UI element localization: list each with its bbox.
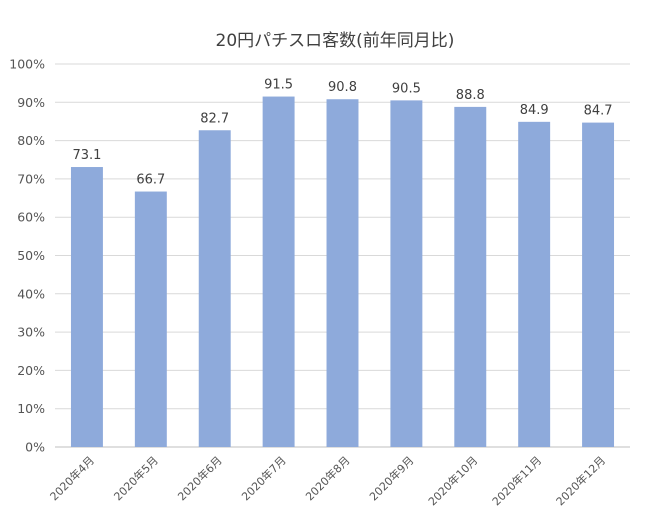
bar bbox=[390, 100, 423, 447]
data-labels: 73.1 66.7 82.7 91.5 90.8 90.5 88.8 84.9 84.7 bbox=[72, 78, 612, 188]
x-tick-label: 2020年9月 bbox=[366, 453, 416, 503]
data-label: 66.7 bbox=[136, 173, 165, 188]
y-tick-label: 10% bbox=[17, 401, 45, 416]
x-tick-label: 2020年7月 bbox=[239, 453, 289, 503]
data-label: 84.9 bbox=[520, 103, 549, 118]
chart-title: 20円パチスロ客数(前年同月比) bbox=[216, 31, 455, 51]
data-label: 82.7 bbox=[200, 111, 229, 126]
x-tick-label: 2020年12月 bbox=[553, 453, 608, 508]
data-label: 90.5 bbox=[392, 81, 421, 96]
data-label: 90.8 bbox=[328, 80, 357, 95]
bar bbox=[326, 99, 359, 448]
data-label: 84.7 bbox=[584, 104, 613, 119]
y-tick-label: 0% bbox=[25, 440, 45, 455]
y-tick-label: 80% bbox=[17, 133, 45, 148]
y-tick-label: 90% bbox=[17, 95, 45, 110]
bar bbox=[582, 122, 615, 447]
y-tick-label: 30% bbox=[17, 325, 45, 340]
x-tick-label: 2020年11月 bbox=[489, 453, 544, 508]
data-label: 91.5 bbox=[264, 78, 293, 93]
y-tick-label: 100% bbox=[9, 57, 45, 72]
x-tick-label: 2020年10月 bbox=[425, 453, 480, 508]
y-tick-label: 40% bbox=[17, 286, 45, 301]
x-axis-ticks: 2020年4月 2020年5月 2020年6月 2020年7月 2020年8月 2020年… bbox=[47, 453, 608, 508]
y-axis-ticks: 0% 10% 20% 30% 40% 50% 60% 70% 80% 90% 100% bbox=[9, 57, 45, 455]
bar bbox=[454, 106, 487, 448]
bar bbox=[198, 130, 231, 447]
bar bbox=[70, 167, 103, 448]
data-label: 88.8 bbox=[456, 88, 485, 103]
y-tick-label: 50% bbox=[17, 248, 45, 263]
data-label: 73.1 bbox=[72, 148, 101, 163]
y-tick-label: 20% bbox=[17, 363, 45, 378]
y-tick-label: 60% bbox=[17, 210, 45, 225]
x-tick-label: 2020年5月 bbox=[111, 453, 161, 503]
bar bbox=[134, 191, 167, 447]
y-tick-label: 70% bbox=[17, 171, 45, 186]
x-tick-label: 2020年4月 bbox=[47, 453, 97, 503]
x-tick-label: 2020年6月 bbox=[175, 453, 225, 503]
bar bbox=[262, 96, 295, 448]
x-tick-label: 2020年8月 bbox=[302, 453, 352, 503]
bar bbox=[518, 121, 551, 447]
bars bbox=[70, 96, 615, 448]
